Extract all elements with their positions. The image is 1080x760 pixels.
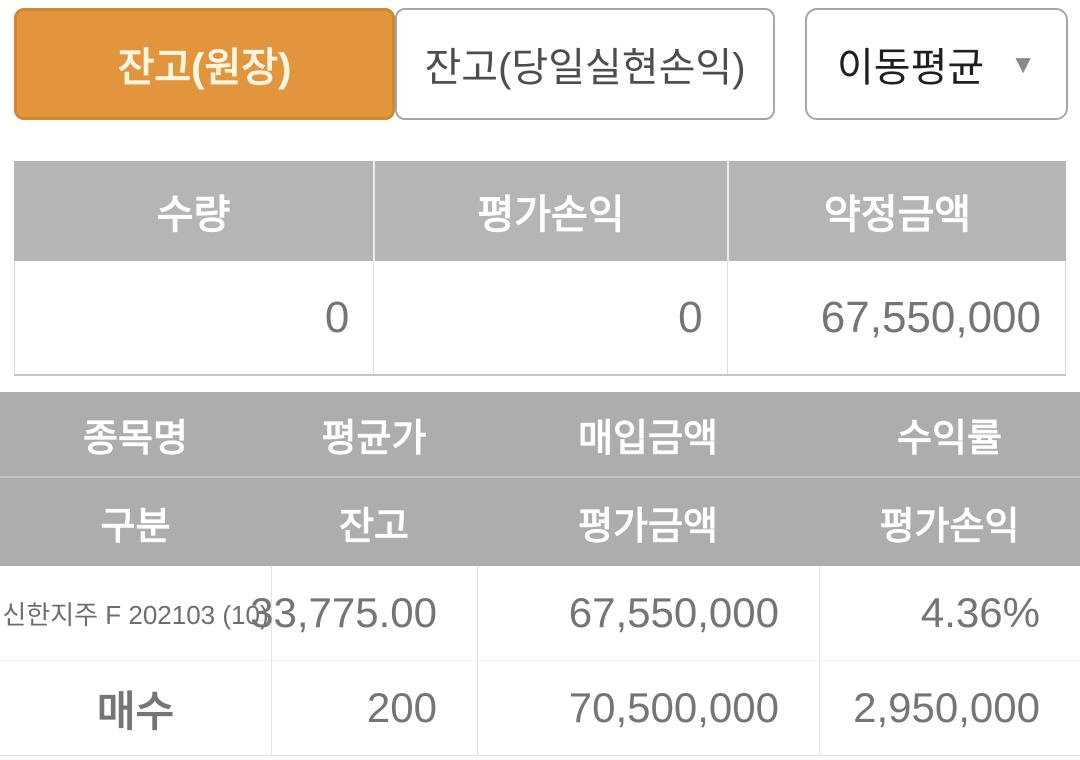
positions-header-stock-name: 종목명 — [83, 417, 188, 460]
positions-header-eval-amount: 평가금액 — [578, 505, 718, 548]
positions-header-row-2: 구분 잔고 평가금액 평가손익 — [0, 476, 1080, 566]
summary-data-row: 0 0 67,550,000 — [14, 261, 1066, 376]
summary-value-eval-pl: 0 — [373, 261, 726, 374]
position-return-rate: 4.36% — [819, 566, 1080, 660]
positions-header-purchase-amount: 매입금액 — [578, 417, 718, 460]
positions-header-row-1: 종목명 평균가 매입금액 수익률 — [0, 392, 1080, 476]
chevron-down-icon: ▼ — [1010, 48, 1036, 79]
summary-header-quantity: 수량 — [156, 193, 231, 237]
summary-header-contract-amount: 약정금액 — [727, 161, 1066, 261]
positions-header-avg-price: 평균가 — [321, 417, 427, 460]
position-row-1[interactable]: 신한지주 F 202103 (10) 33,775.00 67,550,000 … — [0, 566, 1080, 661]
position-eval-amount: 70,500,000 — [477, 661, 819, 755]
position-balance: 200 — [271, 661, 477, 755]
summary-table: 수량 평가손익 약정금액 0 0 67,550,000 — [14, 161, 1066, 376]
moving-average-dropdown[interactable]: 이동평균 ▼ — [805, 8, 1068, 120]
tab-balance-realized-pl[interactable]: 잔고(당일실현손익) — [395, 8, 775, 120]
tab-balance-ledger[interactable]: 잔고(원장) — [14, 8, 395, 120]
positions-header-balance: 잔고 — [339, 505, 409, 548]
positions-header-type: 구분 — [100, 505, 171, 548]
positions-header-return-rate: 수익률 — [897, 417, 1002, 460]
position-purchase-amount: 67,550,000 — [477, 566, 819, 660]
position-avg-price: 33,775.00 — [250, 566, 477, 660]
position-stock-name: 신한지주 F 202103 (10) — [2, 599, 269, 630]
summary-value-quantity: 0 — [324, 292, 350, 342]
position-row-2[interactable]: 매수 200 70,500,000 2,950,000 — [0, 661, 1080, 756]
dropdown-selected-value: 이동평균 — [837, 46, 985, 90]
position-side: 매수 — [96, 687, 175, 735]
summary-header-eval-pl: 평가손익 — [373, 161, 727, 261]
positions-table: 종목명 평균가 매입금액 수익률 구분 잔고 평가금액 평가손익 신한지주 F … — [0, 392, 1080, 756]
positions-header-eval-pl: 평가손익 — [879, 505, 1020, 548]
summary-header-row: 수량 평가손익 약정금액 — [14, 161, 1066, 261]
position-eval-pl: 2,950,000 — [819, 661, 1080, 755]
summary-value-contract-amount: 67,550,000 — [726, 261, 1065, 374]
